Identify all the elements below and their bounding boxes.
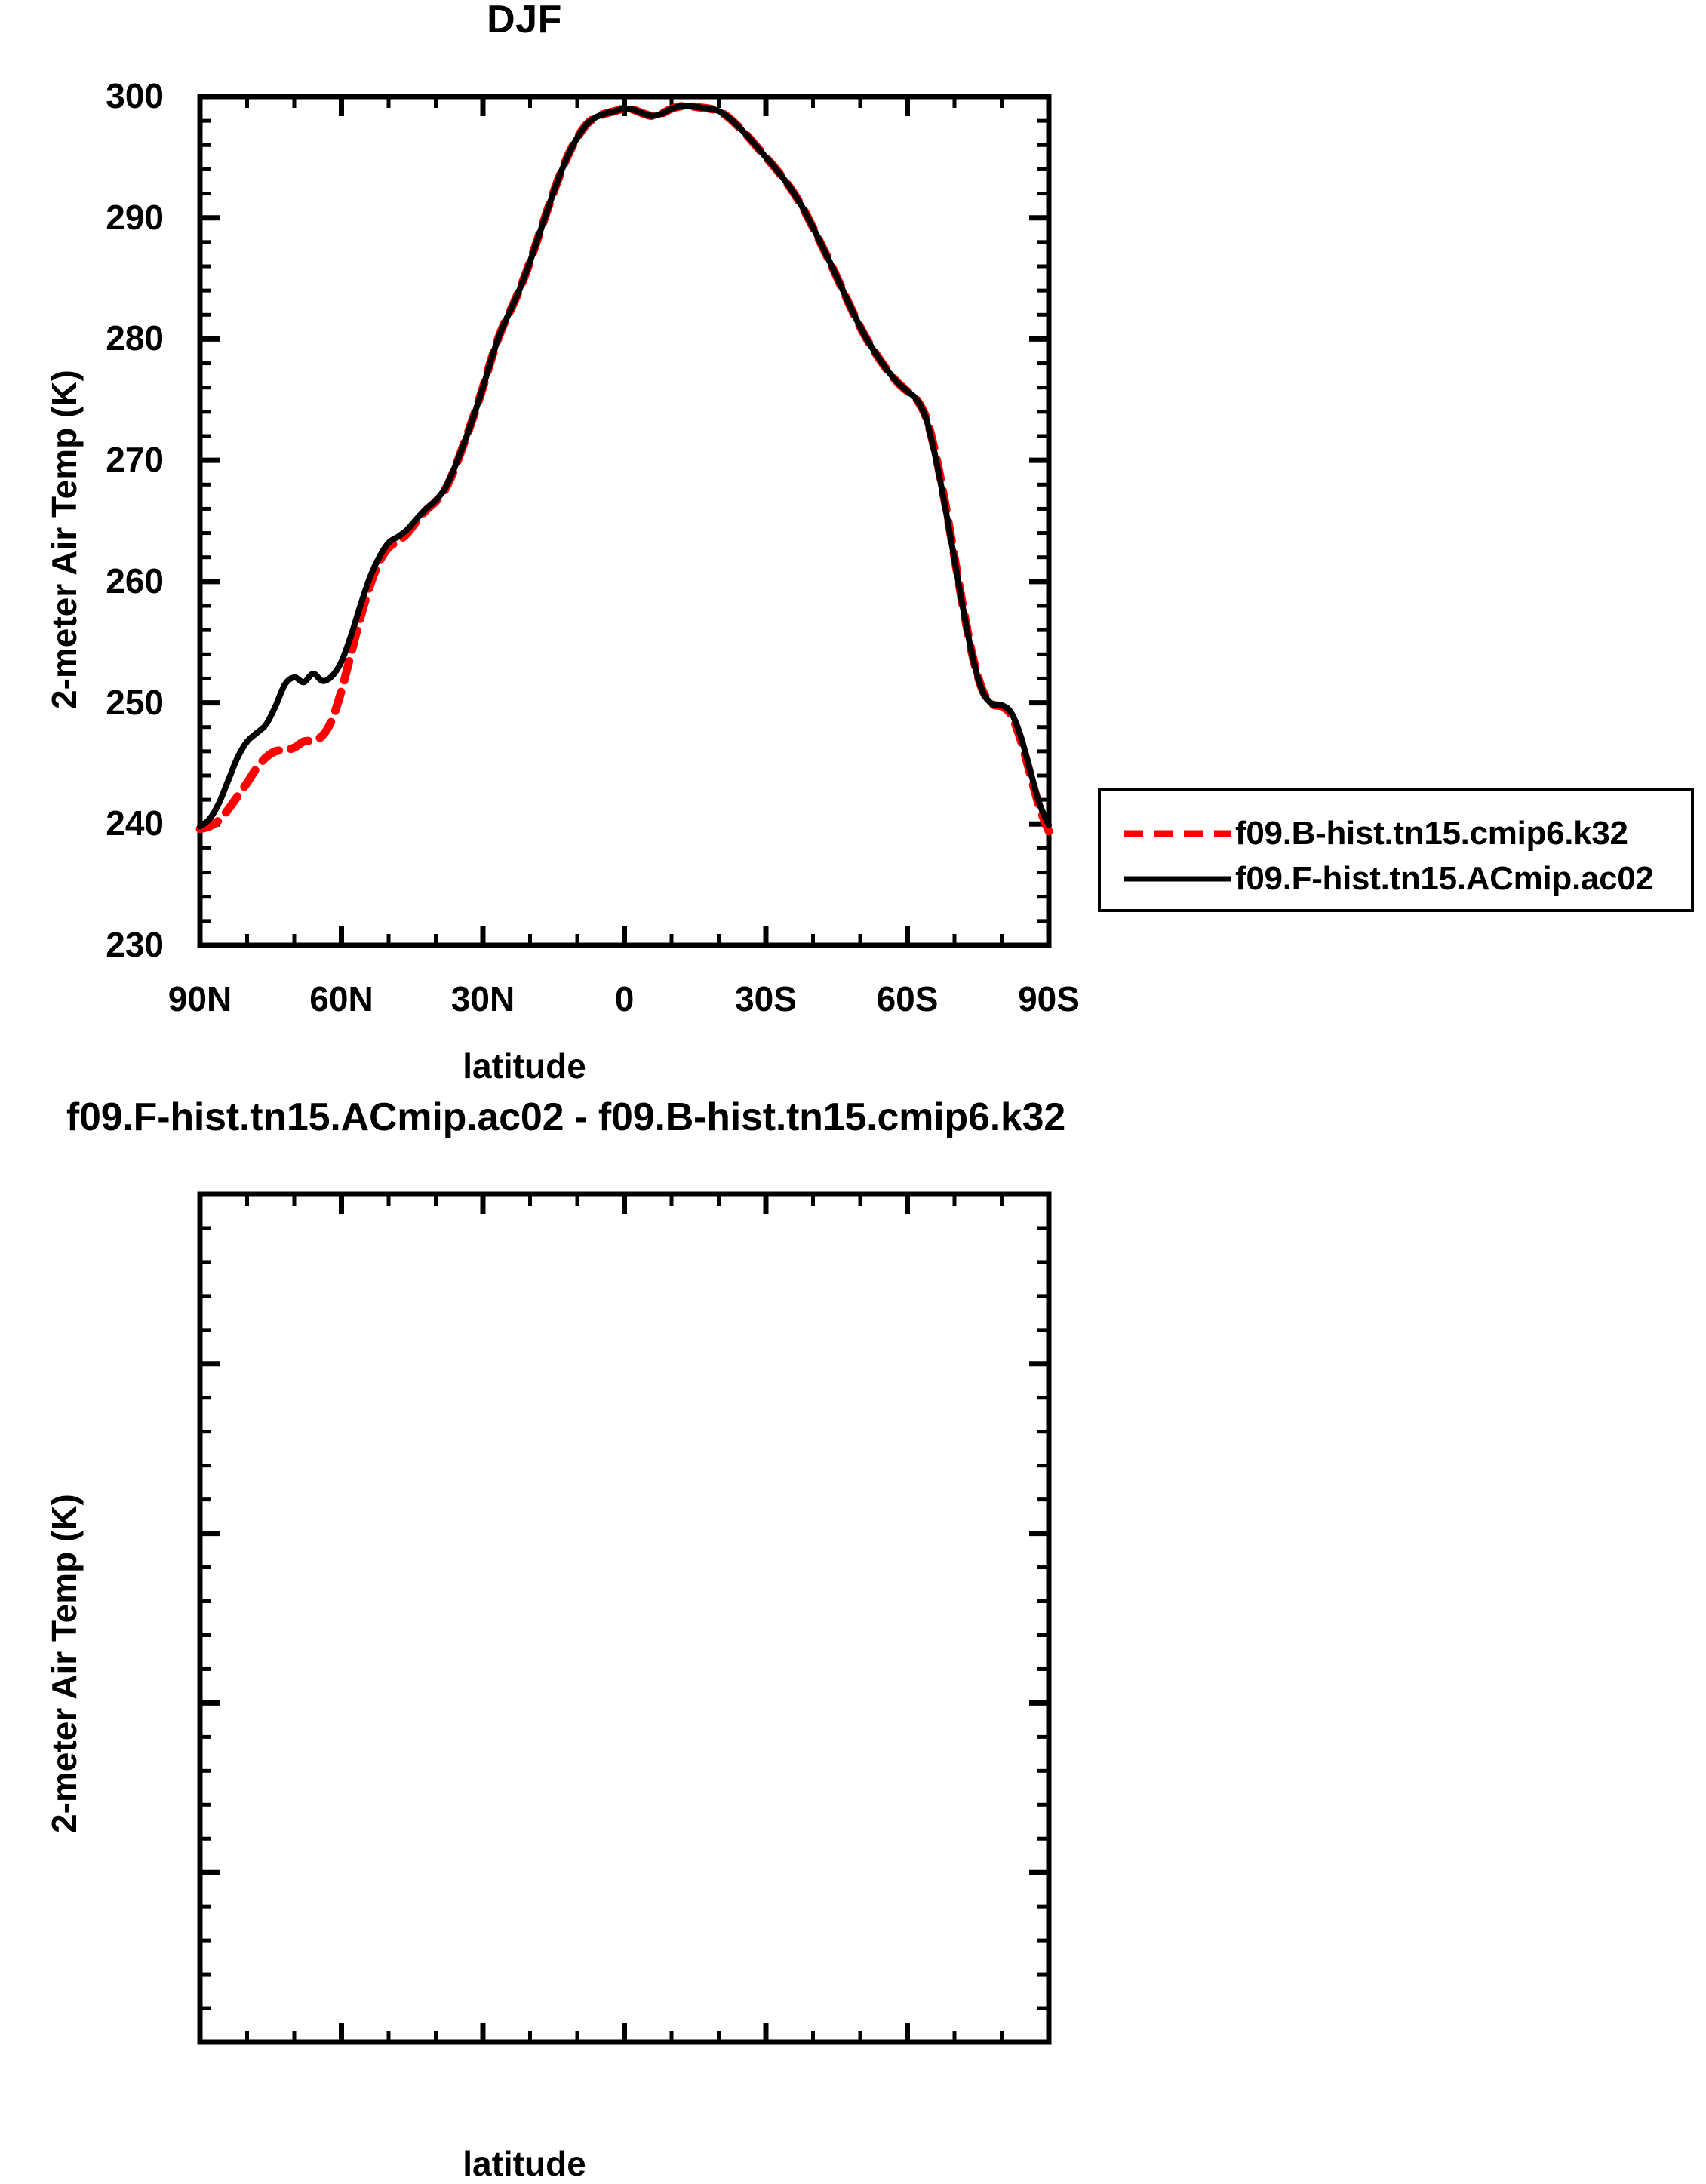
legend-swatch-dashed-line xyxy=(1124,830,1231,837)
ytick-label: 300 xyxy=(106,76,164,115)
ytick-label: 280 xyxy=(106,318,164,358)
legend-item-1[interactable]: f09.F-hist.tn15.ACmip.ac02 xyxy=(1120,855,1679,898)
xtick-label: 90N xyxy=(168,979,232,1018)
xtick-label: 60S xyxy=(876,979,939,1018)
ytick-label: 240 xyxy=(106,803,164,843)
series-line-0 xyxy=(195,102,1053,836)
series-line-1 xyxy=(197,103,1052,830)
xtick-label: 90S xyxy=(1018,979,1080,1018)
ytick-label: 270 xyxy=(106,440,164,480)
top-panel-xlabel: latitude xyxy=(463,1046,586,1086)
xtick-label: 0 xyxy=(614,979,635,1018)
legend-label-1: f09.F-hist.tn15.ACmip.ac02 xyxy=(1235,860,1654,897)
legend-label-0: f09.B-hist.tn15.cmip6.k32 xyxy=(1235,815,1628,852)
bottom-panel-title: f09.F-hist.tn15.ACmip.ac02 - f09.B-hist.… xyxy=(66,1095,1066,1139)
bottom-panel-xlabel: latitude xyxy=(463,2144,586,2183)
legend: f09.B-hist.tn15.cmip6.k32 f09.F-hist.tn1… xyxy=(1098,788,1694,912)
top-panel-ylabel: 2-meter Air Temp (K) xyxy=(45,370,84,709)
ytick-label: 230 xyxy=(106,925,164,964)
xtick-label: 60N xyxy=(309,979,373,1018)
bottom-panel-ylabel: 2-meter Air Temp (K) xyxy=(45,1494,84,1833)
xtick-label: 30S xyxy=(735,979,797,1018)
ytick-label: 290 xyxy=(106,197,164,237)
ytick-label: 250 xyxy=(106,682,164,722)
ytick-label: 260 xyxy=(106,561,164,601)
legend-swatch-solid-line xyxy=(1124,876,1231,882)
top-panel-title: DJF xyxy=(487,0,562,41)
legend-item-0[interactable]: f09.B-hist.tn15.cmip6.k32 xyxy=(1120,809,1679,853)
xtick-label: 30N xyxy=(450,979,515,1018)
